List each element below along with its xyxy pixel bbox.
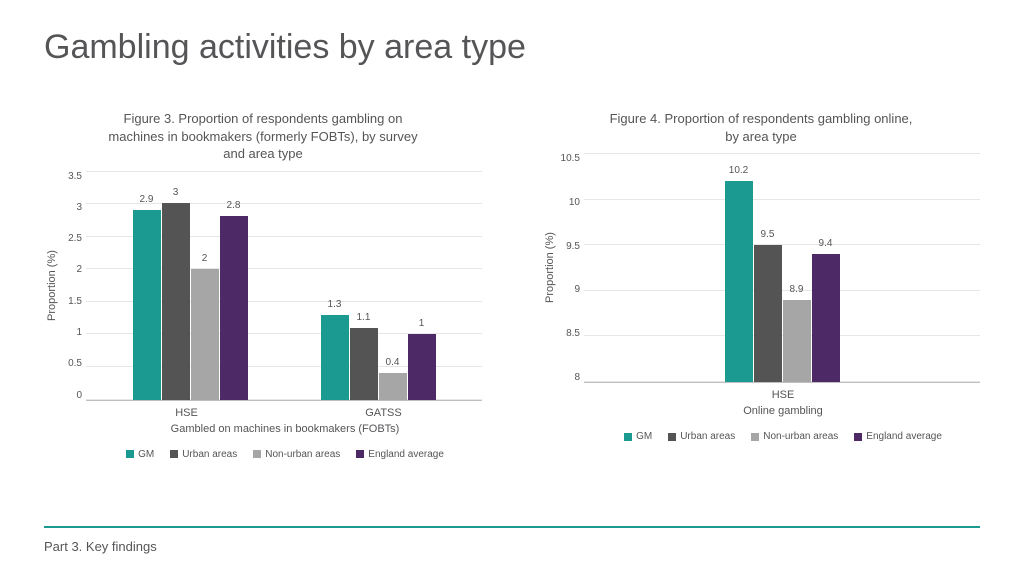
bar-value-label: 3 — [173, 187, 179, 198]
bar-value-label: 9.5 — [761, 229, 775, 240]
bar-group: 2.9322.8 — [96, 171, 284, 400]
bar: 9.5 — [754, 245, 782, 382]
bar: 3 — [162, 203, 190, 399]
ytick: 8.5 — [558, 328, 580, 339]
chart-right: Figure 4. Proportion of respondents gamb… — [542, 110, 980, 490]
bar: 2.9 — [133, 210, 161, 400]
bar-value-label: 1 — [419, 318, 425, 329]
legend-label: Non-urban areas — [763, 431, 838, 442]
legend-item: Non-urban areas — [751, 431, 838, 442]
legend-label: Urban areas — [680, 431, 735, 442]
bar: 1 — [408, 334, 436, 399]
bar-group: 10.29.58.99.4 — [594, 153, 970, 382]
ytick: 3.5 — [60, 171, 82, 182]
ytick: 3 — [60, 202, 82, 213]
legend-label: GM — [138, 449, 154, 460]
legend-item: Urban areas — [170, 449, 237, 460]
ytick: 10.5 — [558, 153, 580, 164]
ytick: 0.5 — [60, 358, 82, 369]
chart-left-xcats: HSEGATSS — [44, 407, 482, 419]
bar: 10.2 — [725, 181, 753, 383]
bar-value-label: 0.4 — [386, 357, 400, 368]
chart-left-xlabel: Gambled on machines in bookmakers (FOBTs… — [44, 423, 482, 435]
footer-divider — [44, 526, 980, 528]
legend-swatch — [854, 433, 862, 441]
chart-left-plot: Proportion (%) 00.511.522.533.5 2.9322.8… — [44, 171, 482, 401]
bar-group: 1.31.10.41 — [284, 171, 472, 400]
bar: 2 — [191, 269, 219, 400]
chart-right-legend: GM Urban areas Non-urban areas England aver… — [580, 431, 942, 442]
ytick: 9 — [558, 284, 580, 295]
legend-swatch — [170, 450, 178, 458]
x-category: HSE — [88, 407, 285, 419]
ytick: 10 — [558, 197, 580, 208]
ytick: 8 — [558, 372, 580, 383]
chart-right-xcats: HSE — [542, 389, 980, 401]
chart-right-xlabel: Online gambling — [542, 405, 980, 417]
chart-left-ylabel: Proportion (%) — [44, 171, 60, 401]
chart-left-legend: GM Urban areas Non-urban areas England aver… — [82, 449, 444, 460]
charts-container: Figure 3. Proportion of respondents gamb… — [44, 110, 980, 490]
ytick: 0 — [60, 390, 82, 401]
ytick: 2.5 — [60, 233, 82, 244]
legend-swatch — [253, 450, 261, 458]
legend-swatch — [668, 433, 676, 441]
bar-value-label: 1.3 — [328, 299, 342, 310]
legend-item: England average — [356, 449, 444, 460]
x-category: GATSS — [285, 407, 482, 419]
ytick: 1 — [60, 327, 82, 338]
bar: 1.3 — [321, 315, 349, 400]
legend-label: GM — [636, 431, 652, 442]
legend-label: Urban areas — [182, 449, 237, 460]
bar: 9.4 — [812, 254, 840, 382]
chart-right-yticks: 8 8.5 9 9.5 10 10.5 — [558, 153, 584, 383]
footer-text: Part 3. Key findings — [44, 539, 157, 554]
chart-left-title: Figure 3. Proportion of respondents gamb… — [103, 110, 423, 163]
chart-right-plot: Proportion (%) 88.599.51010.5 10.29.58.9… — [542, 153, 980, 383]
legend-label: England average — [866, 431, 942, 442]
ytick: 9.5 — [558, 241, 580, 252]
bar: 2.8 — [220, 216, 248, 399]
bar-value-label: 2.9 — [140, 194, 154, 205]
legend-item: England average — [854, 431, 942, 442]
slide-title: Gambling activities by area type — [44, 28, 526, 67]
chart-left-yticks: 0 0.5 1 1.5 2 2.5 3 3.5 — [60, 171, 86, 401]
bar-value-label: 10.2 — [729, 165, 748, 176]
legend-item: GM — [126, 449, 154, 460]
legend-item: Non-urban areas — [253, 449, 340, 460]
x-category: HSE — [586, 389, 980, 401]
chart-left: Figure 3. Proportion of respondents gamb… — [44, 110, 482, 490]
chart-right-bars: 10.29.58.99.4 — [584, 153, 980, 382]
legend-label: Non-urban areas — [265, 449, 340, 460]
bar: 1.1 — [350, 328, 378, 400]
bar-value-label: 1.1 — [357, 312, 371, 323]
chart-right-title: Figure 4. Proportion of respondents gamb… — [601, 110, 921, 145]
legend-item: GM — [624, 431, 652, 442]
legend-label: England average — [368, 449, 444, 460]
bar: 0.4 — [379, 373, 407, 399]
ytick: 2 — [60, 264, 82, 275]
bar: 8.9 — [783, 300, 811, 382]
chart-right-area: 10.29.58.99.4 — [584, 153, 980, 383]
chart-right-ylabel: Proportion (%) — [542, 153, 558, 383]
legend-swatch — [624, 433, 632, 441]
ytick: 1.5 — [60, 296, 82, 307]
bar-value-label: 2 — [202, 253, 208, 264]
bar-value-label: 2.8 — [227, 200, 241, 211]
legend-swatch — [751, 433, 759, 441]
bar-value-label: 9.4 — [819, 238, 833, 249]
bar-value-label: 8.9 — [790, 284, 804, 295]
legend-item: Urban areas — [668, 431, 735, 442]
legend-swatch — [356, 450, 364, 458]
chart-left-bars: 2.9322.81.31.10.41 — [86, 171, 482, 400]
legend-swatch — [126, 450, 134, 458]
chart-left-area: 2.9322.81.31.10.41 — [86, 171, 482, 401]
